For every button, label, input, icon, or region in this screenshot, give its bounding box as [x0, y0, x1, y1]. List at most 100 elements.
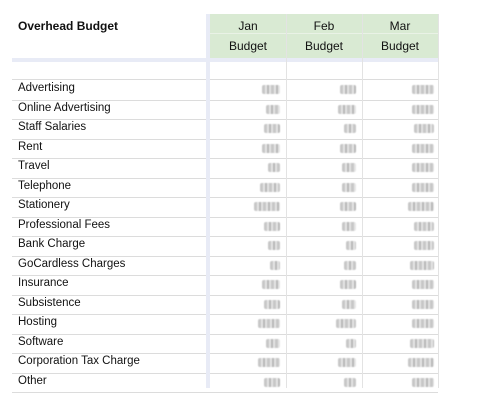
redacted-value — [268, 241, 280, 250]
budget-value-cell[interactable] — [296, 377, 356, 388]
budget-value-cell[interactable] — [296, 201, 356, 212]
row-label[interactable]: Hosting — [18, 316, 57, 328]
budget-value-cell[interactable] — [220, 162, 280, 173]
month-name: Mar — [389, 19, 411, 33]
row-label[interactable]: Bank Charge — [18, 238, 86, 250]
budget-value-cell[interactable] — [296, 221, 356, 232]
budget-value-cell[interactable] — [220, 377, 280, 388]
budget-value-cell[interactable] — [374, 104, 434, 115]
table-row: Insurance — [12, 275, 438, 296]
row-label[interactable]: Telephone — [18, 179, 72, 192]
budget-value-cell[interactable] — [220, 279, 280, 290]
budget-value-cell[interactable] — [374, 84, 434, 95]
row-label[interactable]: Travel — [18, 160, 50, 172]
row-label[interactable]: Stationery — [18, 199, 70, 211]
row-label[interactable]: GoCardless Charges — [18, 257, 126, 270]
row-label[interactable]: Subsistence — [18, 296, 81, 309]
budget-value-cell[interactable] — [220, 123, 280, 134]
redacted-value — [414, 124, 434, 133]
redacted-value — [344, 377, 356, 387]
budget-value-cell[interactable] — [220, 221, 280, 232]
table-row: GoCardless Charges — [12, 256, 438, 276]
budget-value-cell[interactable] — [374, 240, 434, 251]
redacted-value — [408, 202, 434, 211]
redacted-value — [258, 319, 280, 328]
budget-value-cell[interactable] — [374, 162, 434, 173]
redacted-value — [340, 85, 356, 94]
budget-value-cell[interactable] — [374, 182, 434, 193]
budget-value-cell[interactable] — [374, 221, 434, 232]
row-label[interactable]: Rent — [18, 140, 43, 153]
budget-value-cell[interactable] — [296, 260, 356, 271]
budget-value-cell[interactable] — [220, 104, 280, 115]
budget-value-cell[interactable] — [220, 357, 280, 368]
budget-value-cell[interactable] — [220, 84, 280, 95]
month-header-feb[interactable]: Feb Budget — [286, 14, 362, 58]
redacted-value — [342, 299, 356, 309]
redacted-value — [412, 280, 434, 289]
row-label[interactable]: Insurance — [18, 277, 69, 289]
budget-value-cell[interactable] — [374, 377, 434, 388]
budget-value-cell[interactable] — [220, 240, 280, 251]
redacted-value — [266, 104, 280, 114]
budget-value-cell[interactable] — [296, 338, 356, 349]
budget-value-cell[interactable] — [296, 143, 356, 154]
budget-value-cell[interactable] — [220, 182, 280, 193]
redacted-value — [268, 163, 280, 172]
budget-value-cell[interactable] — [296, 299, 356, 310]
month-name: Jan — [238, 19, 258, 33]
budget-value-cell[interactable] — [296, 279, 356, 290]
month-header-jan[interactable]: Jan Budget — [210, 14, 286, 58]
redacted-value — [262, 280, 280, 289]
row-label[interactable]: Staff Salaries — [18, 121, 87, 133]
row-label[interactable]: Other — [18, 374, 47, 387]
row-label[interactable]: Professional Fees — [18, 218, 111, 231]
budget-value-cell[interactable] — [220, 201, 280, 212]
budget-value-cell[interactable] — [374, 318, 434, 329]
budget-value-cell[interactable] — [220, 318, 280, 329]
redacted-value — [412, 182, 434, 192]
budget-value-cell[interactable] — [220, 299, 280, 310]
redacted-value — [262, 143, 280, 153]
budget-value-cell[interactable] — [374, 260, 434, 271]
budget-value-cell[interactable] — [220, 143, 280, 154]
budget-value-cell[interactable] — [296, 240, 356, 251]
budget-value-cell[interactable] — [296, 357, 356, 368]
sheet-title-cell[interactable]: Overhead Budget — [12, 14, 206, 59]
budget-value-cell[interactable] — [296, 123, 356, 134]
budget-value-cell[interactable] — [296, 182, 356, 193]
budget-value-cell[interactable] — [374, 357, 434, 368]
redacted-value — [340, 202, 356, 211]
budget-sheet: Overhead Budget Jan Budget Feb Budget Ma… — [12, 14, 439, 393]
table-row: Stationery — [12, 197, 438, 218]
budget-value-cell[interactable] — [296, 318, 356, 329]
budget-value-cell[interactable] — [220, 338, 280, 349]
blank-row[interactable] — [12, 62, 438, 80]
table-row: Rent — [12, 139, 438, 159]
redacted-value — [266, 338, 280, 348]
budget-value-cell[interactable] — [374, 201, 434, 212]
row-label[interactable]: Advertising — [18, 82, 75, 94]
redacted-value — [346, 241, 356, 250]
redacted-value — [414, 221, 434, 231]
month-name: Feb — [313, 19, 335, 33]
redacted-value — [412, 299, 434, 309]
budget-value-cell[interactable] — [296, 162, 356, 173]
budget-value-cell[interactable] — [374, 143, 434, 154]
redacted-value — [338, 358, 356, 367]
budget-value-cell[interactable] — [220, 260, 280, 271]
table-row: Travel — [12, 158, 438, 179]
table-row: Hosting — [12, 314, 438, 335]
redacted-value — [412, 85, 434, 94]
row-label[interactable]: Online Advertising — [18, 101, 111, 114]
budget-value-cell[interactable] — [296, 84, 356, 95]
budget-value-cell[interactable] — [296, 104, 356, 115]
budget-value-cell[interactable] — [374, 123, 434, 134]
row-label[interactable]: Corporation Tax Charge — [18, 355, 140, 367]
budget-value-cell[interactable] — [374, 299, 434, 310]
redacted-value — [342, 163, 356, 172]
month-header-mar[interactable]: Mar Budget — [362, 14, 438, 58]
budget-value-cell[interactable] — [374, 279, 434, 290]
budget-value-cell[interactable] — [374, 338, 434, 349]
row-label[interactable]: Software — [18, 335, 64, 348]
